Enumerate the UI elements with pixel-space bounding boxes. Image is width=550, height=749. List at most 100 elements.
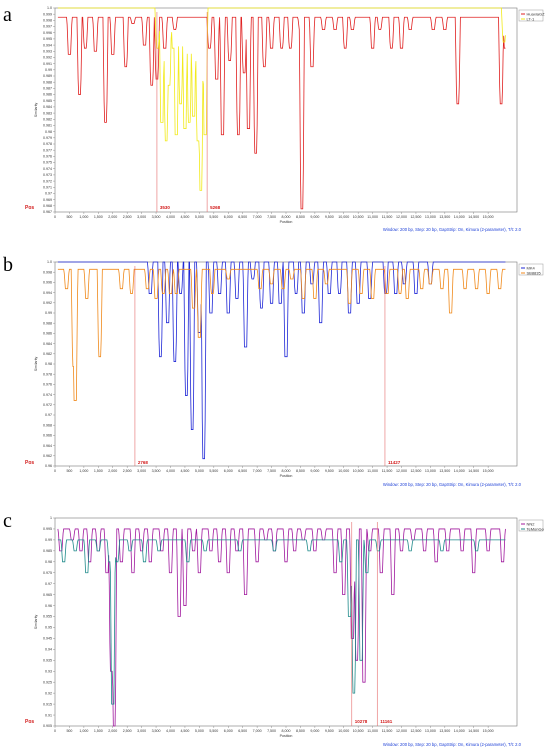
x-tick-label: 9,000 <box>310 215 319 219</box>
y-tick-label: 0.984 <box>43 342 52 346</box>
y-tick-label: 0.974 <box>43 393 52 397</box>
x-tick-label: 5,000 <box>195 729 204 733</box>
x-tick-label: 5,000 <box>195 215 204 219</box>
x-tick-label: 1,500 <box>94 729 103 733</box>
x-tick-label: 12,000 <box>396 469 407 473</box>
x-tick-label: 8,000 <box>282 215 291 219</box>
y-tick-label: 0.915 <box>43 702 52 706</box>
x-tick-label: 14,500 <box>468 729 479 733</box>
legend-entry: MK4 <box>527 265 536 270</box>
series-line-HuaxiaGZ <box>57 16 506 210</box>
x-tick-label: 9,500 <box>325 729 334 733</box>
x-tick-label: 7,500 <box>267 729 276 733</box>
y-tick-label: 1.0 <box>47 6 52 10</box>
x-tick-label: 2,000 <box>108 729 117 733</box>
x-tick-label: 12,500 <box>410 215 421 219</box>
x-tick-label: 2,500 <box>123 729 132 733</box>
x-tick-label: 11,000 <box>367 729 378 733</box>
breakpoint-label: 10278 <box>355 719 368 724</box>
y-tick-label: 0.966 <box>43 434 52 438</box>
y-tick-label: 0.986 <box>43 332 52 336</box>
x-tick-label: 13,500 <box>439 469 450 473</box>
x-tick-label: 5,000 <box>195 469 204 473</box>
y-tick-label: 0.97 <box>45 192 52 196</box>
x-tick-label: 500 <box>66 215 72 219</box>
y-tick-label: 0.991 <box>43 62 52 66</box>
x-tick-label: 3,500 <box>152 469 161 473</box>
y-tick-label: 0.984 <box>43 105 52 109</box>
x-tick-label: 500 <box>66 729 72 733</box>
x-tick-label: 5,500 <box>209 729 218 733</box>
chart-c: 1 0.995 0.99 0.985 0.98 0.975 0.97 0.965 0.96 0.9… <box>25 516 545 747</box>
x-tick-label: 14,000 <box>454 729 465 733</box>
y-tick-label: 0.994 <box>43 43 52 47</box>
x-tick-label: 3,500 <box>152 215 161 219</box>
y-tick-label: 0.988 <box>43 80 52 84</box>
y-tick-label: 0.988 <box>43 321 52 325</box>
legend-entry: HuaxiaGZ <box>527 11 546 16</box>
series-line-TeMonGo <box>57 539 506 705</box>
x-tick-label: 1,500 <box>94 469 103 473</box>
y-tick-label: 0.964 <box>43 444 52 448</box>
x-tick-label: 6,000 <box>224 729 233 733</box>
y-tick-label: 0.977 <box>43 148 52 152</box>
x-tick-label: 11,500 <box>382 215 393 219</box>
y-tick-label: 0.971 <box>43 185 52 189</box>
x-tick-label: 3,500 <box>152 729 161 733</box>
y-tick-label: 0.91 <box>45 713 52 717</box>
x-tick-label: 12,000 <box>396 729 407 733</box>
y-tick-label: 0.996 <box>43 31 52 35</box>
x-tick-label: 14,000 <box>454 469 465 473</box>
y-tick-label: 0.995 <box>43 527 52 531</box>
y-tick-label: 0.98 <box>45 130 52 134</box>
y-tick-label: 0.94 <box>45 648 52 652</box>
y-axis-label: Similarity <box>34 615 38 630</box>
x-tick-label: 15,000 <box>483 215 494 219</box>
x-tick-label: 15,000 <box>483 729 494 733</box>
x-tick-label: 13,000 <box>425 215 436 219</box>
x-tick-label: 13,000 <box>425 469 436 473</box>
y-tick-label: 0.978 <box>43 372 52 376</box>
y-tick-label: 0.987 <box>43 87 52 91</box>
y-tick-label: 1.0 <box>47 260 52 264</box>
y-tick-label: 0.998 <box>43 19 52 23</box>
y-tick-label: 0.95 <box>45 626 52 630</box>
legend-box <box>518 263 544 276</box>
x-tick-label: 6,000 <box>224 215 233 219</box>
y-tick-label: 0.98 <box>45 362 52 366</box>
panel-b: b 1.0 0.998 0.996 0.994 0.992 0.99 0.988 0.986 0… <box>0 252 550 488</box>
x-tick-label: 9,000 <box>310 729 319 733</box>
panel-label-b: b <box>3 254 13 276</box>
x-tick-label: 11,500 <box>382 729 393 733</box>
x-tick-label: 14,000 <box>454 215 465 219</box>
plot-frame <box>54 517 518 727</box>
x-tick-label: 11,000 <box>367 215 378 219</box>
x-tick-label: 9,500 <box>325 469 334 473</box>
pos-label: Pos <box>25 205 34 211</box>
x-tick-label: 12,000 <box>396 215 407 219</box>
y-tick-label: 1 <box>50 516 52 520</box>
y-tick-label: 0.978 <box>43 142 52 146</box>
y-tick-label: 0.982 <box>43 117 52 121</box>
y-tick-label: 0.965 <box>43 593 52 597</box>
y-tick-label: 0.925 <box>43 680 52 684</box>
legend-box <box>518 519 544 532</box>
x-tick-label: 14,500 <box>468 215 479 219</box>
x-tick-label: 10,500 <box>353 469 364 473</box>
y-tick-label: 0.976 <box>43 383 52 387</box>
y-tick-label: 0.986 <box>43 93 52 97</box>
series-line-NN2 <box>57 528 506 727</box>
y-tick-label: 0.945 <box>43 637 52 641</box>
y-tick-label: 0.92 <box>45 691 52 695</box>
panel-c: c 1 0.995 0.99 0.985 0.98 0.975 0.97 0.965 0.96 0… <box>0 508 550 749</box>
y-tick-label: 0.974 <box>43 167 52 171</box>
y-tick-label: 0.985 <box>43 549 52 553</box>
y-tick-label: 0.905 <box>43 724 52 728</box>
x-tick-label: 4,000 <box>166 729 175 733</box>
x-tick-label: 1,000 <box>79 215 88 219</box>
x-tick-label: 3,000 <box>137 215 146 219</box>
y-tick-label: 0.992 <box>43 301 52 305</box>
x-tick-label: 11,500 <box>382 469 393 473</box>
plot-frame <box>54 7 518 213</box>
x-tick-label: 2,000 <box>108 215 117 219</box>
